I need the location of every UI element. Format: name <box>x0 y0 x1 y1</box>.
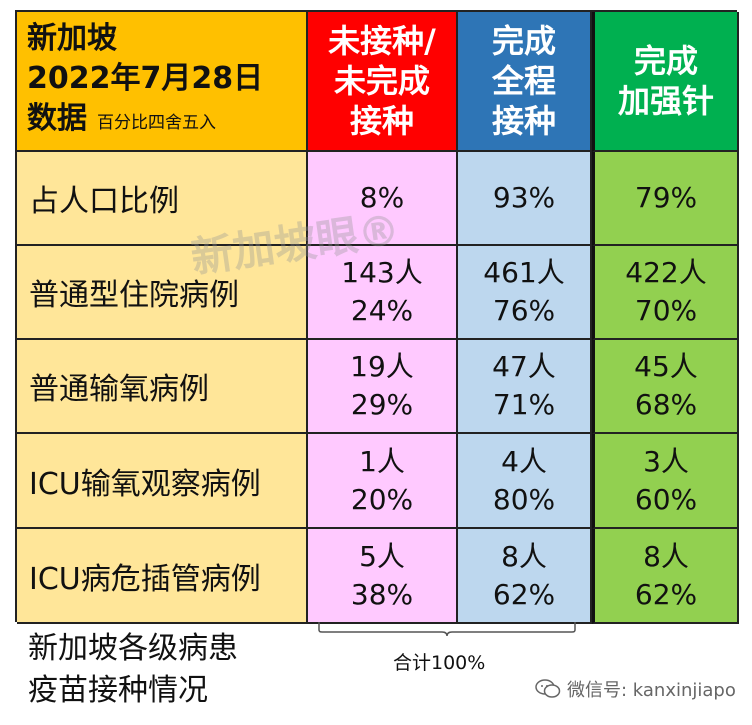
cell-count: 45人 <box>634 350 698 383</box>
cell-count: 19人 <box>350 350 414 383</box>
header-fully-vaccinated: 完成 全程 接种 <box>458 12 592 152</box>
cell-count: 5人 <box>359 539 405 573</box>
header-text: 完成 <box>491 22 556 60</box>
rounding-note: 百分比四舍五入 <box>97 113 216 133</box>
cell-percent: 60% <box>634 482 698 516</box>
table-cell: 422人 70% <box>592 246 739 340</box>
wechat-id: 微信号: kanxinjiapo <box>535 676 736 702</box>
cell-value: 8% <box>359 181 405 214</box>
cell-percent: 70% <box>634 294 698 327</box>
table-cell: 3人 60% <box>592 434 739 529</box>
table-cell: 8人 62% <box>458 529 592 624</box>
table-cell: 8人 62% <box>592 529 739 624</box>
row-label: ICU输氧观察病例 <box>17 434 308 529</box>
cell-count: 8人 <box>501 539 547 573</box>
header-text: 加强针 <box>617 82 714 120</box>
table-cell: 1人 20% <box>308 434 458 529</box>
cell-percent: 62% <box>492 577 556 611</box>
cell-percent: 76% <box>492 294 556 327</box>
table-cell: 79% <box>592 152 739 246</box>
header-text: 完成 <box>633 42 698 80</box>
table-cell: 45人 68% <box>592 340 739 434</box>
row-label: 普通输氧病例 <box>17 340 308 434</box>
row-label: 占人口比例 <box>17 152 308 246</box>
table-cell: 47人 71% <box>458 340 592 434</box>
table-cell: 143人 24% <box>308 246 458 340</box>
cell-value: 93% <box>492 181 556 214</box>
bracket-total <box>318 622 576 636</box>
corner-title: 新加坡 <box>27 21 117 56</box>
header-corner: 新加坡 2022年7月28日 数据 百分比四舍五入 <box>17 12 308 152</box>
header-text: 全程 <box>491 62 556 100</box>
header-booster: 完成 加强针 <box>592 12 739 152</box>
cell-percent: 62% <box>634 577 698 611</box>
cell-count: 143人 <box>341 256 423 289</box>
wechat-text: 微信号: kanxinjiapo <box>567 680 736 701</box>
cell-count: 8人 <box>643 539 689 573</box>
cell-count: 4人 <box>501 444 547 478</box>
cell-count: 1人 <box>359 444 405 478</box>
row-label: 普通型住院病例 <box>17 246 308 340</box>
corner-data-label: 数据 百分比四舍五入 <box>27 101 216 136</box>
table-cell: 19人 29% <box>308 340 458 434</box>
cell-percent: 29% <box>350 388 414 421</box>
caption-line: 新加坡各级病患 <box>28 631 238 666</box>
cell-percent: 24% <box>350 294 414 327</box>
caption: 新加坡各级病患 疫苗接种情况 <box>28 628 238 712</box>
table-cell: 461人 76% <box>458 246 592 340</box>
corner-date: 2022年7月28日 <box>27 61 264 96</box>
cell-count: 422人 <box>625 256 707 289</box>
header-text: 接种 <box>349 102 414 140</box>
table-cell: 5人 38% <box>308 529 458 624</box>
wechat-icon <box>535 679 561 698</box>
table-cell: 93% <box>458 152 592 246</box>
row-label: ICU病危插管病例 <box>17 529 308 624</box>
table-cell: 8% <box>308 152 458 246</box>
cell-count: 3人 <box>643 444 689 478</box>
total-note: 合计100% <box>393 652 486 674</box>
table-cell: 4人 80% <box>458 434 592 529</box>
cell-count: 47人 <box>492 350 556 383</box>
header-text: 未完成 <box>333 62 430 100</box>
cell-percent: 80% <box>492 482 556 516</box>
cell-value: 79% <box>634 181 698 214</box>
cell-percent: 71% <box>492 388 556 421</box>
caption-line: 疫苗接种情况 <box>28 673 208 708</box>
cell-percent: 68% <box>634 388 698 421</box>
header-text: 接种 <box>491 102 556 140</box>
cell-percent: 38% <box>350 577 414 611</box>
header-unvaccinated: 未接种/ 未完成 接种 <box>308 12 458 152</box>
header-text: 未接种/ <box>328 22 436 60</box>
cell-count: 461人 <box>483 256 565 289</box>
vaccination-table: 新加坡 2022年7月28日 数据 百分比四舍五入 未接种/ 未完成 接种 完成 … <box>15 10 739 624</box>
cell-percent: 20% <box>350 482 414 516</box>
